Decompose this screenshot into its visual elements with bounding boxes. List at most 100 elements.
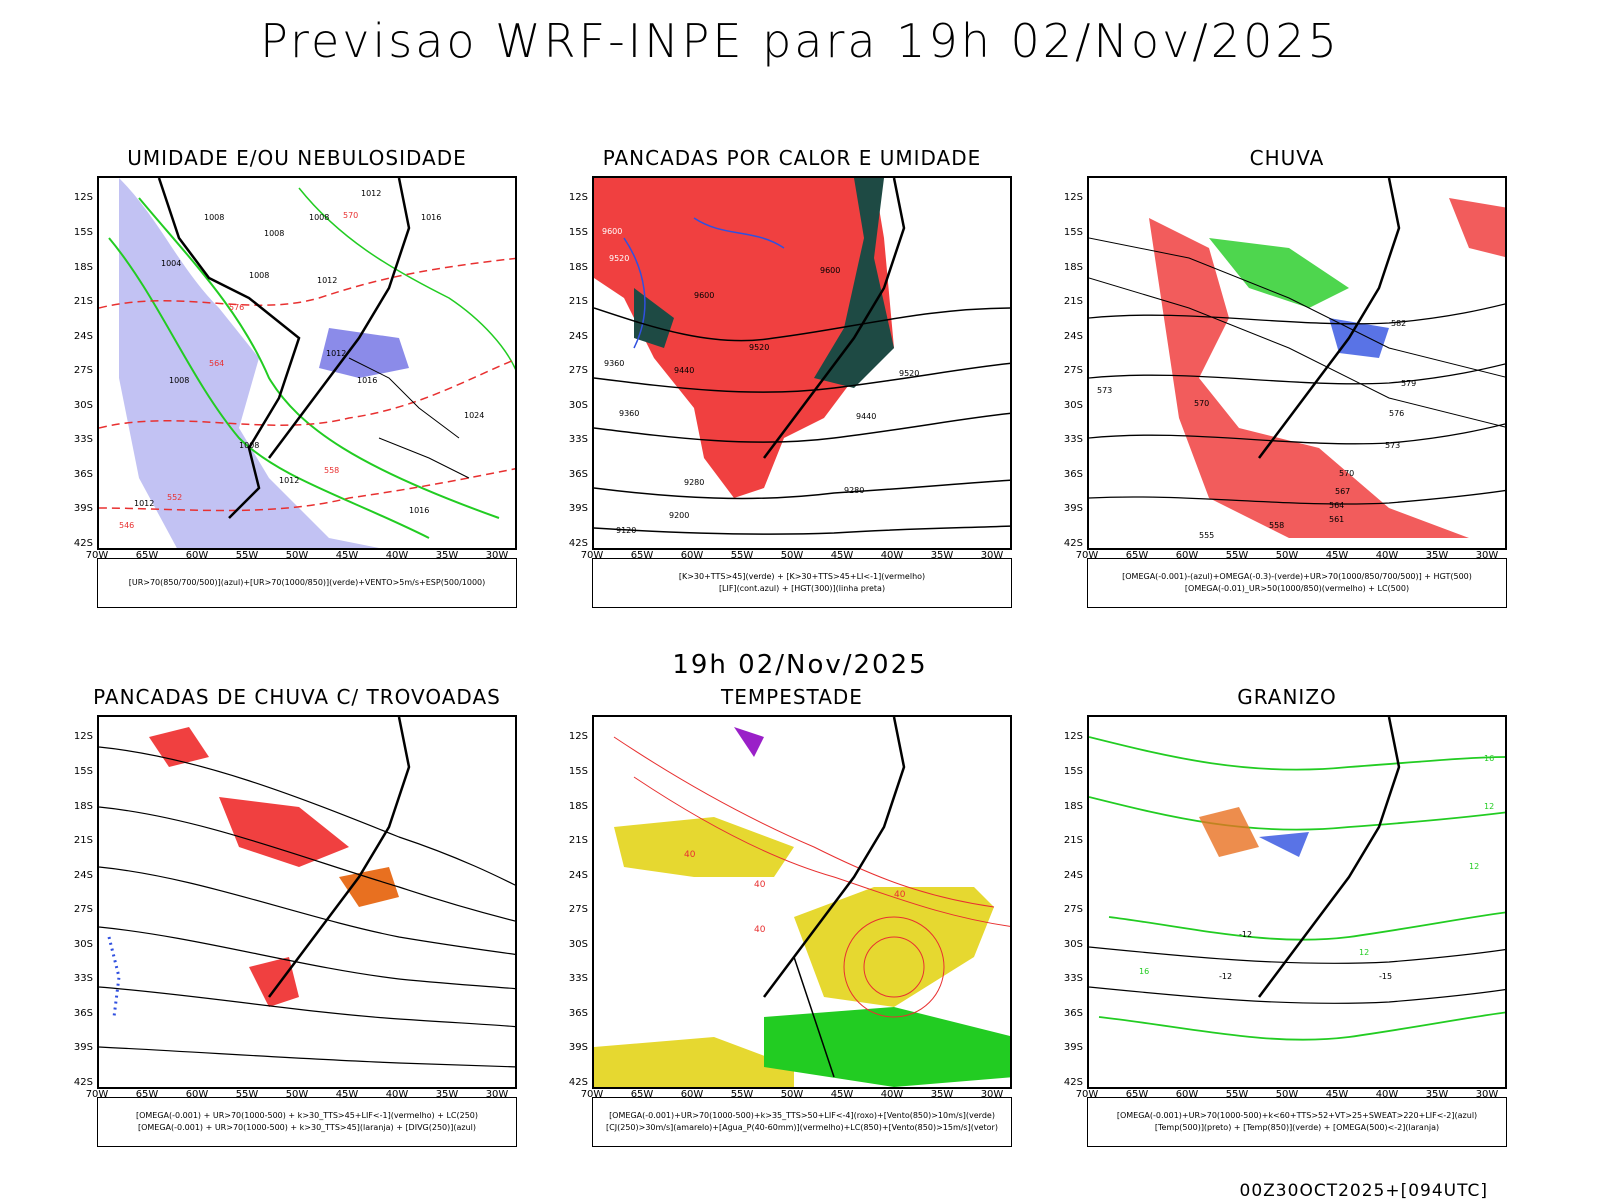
contour-label: 9120 xyxy=(616,526,636,535)
hgt-contour-5 xyxy=(594,525,1010,535)
streamline-2 xyxy=(99,806,515,922)
map-frame: 40 40 40 40 xyxy=(592,715,1012,1089)
lat-tick-label: 12S xyxy=(73,731,93,742)
lon-tick-label: 40W xyxy=(385,550,409,561)
map-tempestade-svg: 40 40 40 40 xyxy=(594,717,1010,1087)
contour-label: 9600 xyxy=(820,266,840,275)
lat-tick-label: 33S xyxy=(568,973,588,984)
contour-label: 573 xyxy=(1385,441,1400,450)
lon-tick-label: 70W xyxy=(580,1089,604,1100)
hgt-contour-1 xyxy=(1089,303,1505,325)
blue-lif-contour xyxy=(623,217,785,349)
lat-tick-label: 30S xyxy=(568,400,588,411)
legend-line: [Temp(500)](preto) + [Temp(850)](verde) … xyxy=(1154,1123,1440,1132)
map-frame: 12 12 -12 -12 -15 12 16 16 xyxy=(1087,715,1507,1089)
green-contour-3 xyxy=(298,187,515,370)
contour-label: 9360 xyxy=(619,409,639,418)
blue-divergence-dots xyxy=(107,936,121,1018)
lat-tick-label: 21S xyxy=(73,835,93,846)
legend-line: [OMEGA(-0.001)-(azul)+OMEGA(-0.3)-(verde… xyxy=(1122,572,1472,581)
lat-tick-label: 42S xyxy=(568,1077,588,1088)
panel-umidade: UMIDADE E/OU NEBULOSIDADE 1012 1008 1008… xyxy=(74,146,517,626)
contour-label: 9280 xyxy=(844,486,864,495)
contour-label: 1012 xyxy=(361,189,381,198)
legend-line: [LIF](cont.azul) + [HGT(300)](linha pret… xyxy=(718,584,886,593)
contour-label: 561 xyxy=(1329,515,1344,524)
hgt-contour-2 xyxy=(594,362,1010,393)
streamline-6 xyxy=(99,1046,515,1068)
lon-tick-label: 60W xyxy=(185,1089,209,1100)
contour-label: 546 xyxy=(119,521,134,530)
lon-tick-label: 65W xyxy=(1125,550,1149,561)
lon-tick-label: 65W xyxy=(630,1089,654,1100)
blue-hail-area xyxy=(1259,832,1309,857)
panel-title: UMIDADE E/OU NEBULOSIDADE xyxy=(127,146,467,170)
lon-tick-label: 30W xyxy=(980,1089,1004,1100)
lat-tick-label: 18S xyxy=(1063,801,1083,812)
lon-tick-label: 65W xyxy=(630,550,654,561)
lon-tick-label: 40W xyxy=(385,1089,409,1100)
panel-title: CHUVA xyxy=(1249,146,1325,170)
wind-vector-1 xyxy=(348,357,460,439)
contour-label: -15 xyxy=(1379,972,1392,981)
contour-label: 573 xyxy=(1097,386,1112,395)
black-temp500-1 xyxy=(1089,946,1505,964)
wind-vector-2 xyxy=(378,437,470,479)
lon-tick-label: 45W xyxy=(1325,1089,1349,1100)
contour-label: 570 xyxy=(1339,469,1354,478)
lat-tick-label: 42S xyxy=(568,538,588,549)
map-pancadas-calor-svg: 9600 9520 9600 9600 9520 9440 9360 9520 … xyxy=(594,178,1010,535)
lat-tick-label: 15S xyxy=(1063,227,1083,238)
lat-tick-label: 30S xyxy=(1063,400,1083,411)
lon-tick-label: 40W xyxy=(1375,1089,1399,1100)
contour-label: 12 xyxy=(1484,802,1494,811)
lon-tick-label: 70W xyxy=(1075,1089,1099,1100)
lon-tick-label: 50W xyxy=(780,1089,804,1100)
lat-tick-label: 21S xyxy=(1063,296,1083,307)
lon-tick-label: 35W xyxy=(930,1089,954,1100)
contour-label: 16 xyxy=(1139,967,1149,976)
lat-tick-label: 15S xyxy=(73,227,93,238)
orange-area xyxy=(339,867,399,907)
lon-tick-label: 30W xyxy=(1475,550,1499,561)
legend-line: [CJ(250)>30m/s](amarelo)+[Agua_P(40-60mm… xyxy=(606,1123,998,1132)
panel-title: PANCADAS DE CHUVA C/ TROVOADAS xyxy=(93,685,501,709)
legend-box: [OMEGA(-0.001)-(azul)+OMEGA(-0.3)-(verde… xyxy=(1087,558,1507,608)
lat-tick-label: 18S xyxy=(73,262,93,273)
contour-label: 9440 xyxy=(856,412,876,421)
lon-tick-label: 70W xyxy=(580,550,604,561)
map-trovoadas-svg xyxy=(99,717,515,1068)
lon-tick-label: 40W xyxy=(880,550,904,561)
map-granizo-svg: 12 12 -12 -12 -15 12 16 16 xyxy=(1089,717,1505,1041)
contour-label: 558 xyxy=(1269,521,1284,530)
contour-label: 12 xyxy=(1469,862,1479,871)
red-streamline-2 xyxy=(633,776,1010,927)
country-border xyxy=(157,178,301,519)
contour-label: 552 xyxy=(167,493,182,502)
lat-tick-label: 27S xyxy=(73,365,93,376)
lat-tick-label: 30S xyxy=(568,939,588,950)
lat-tick-label: 24S xyxy=(568,870,588,881)
lon-tick-label: 60W xyxy=(1175,1089,1199,1100)
yellow-jet-area-3 xyxy=(594,1037,794,1087)
dark-teal-area xyxy=(814,178,894,388)
panel-title: TEMPESTADE xyxy=(721,685,863,709)
lat-tick-label: 36S xyxy=(1063,469,1083,480)
lat-tick-label: 39S xyxy=(73,1042,93,1053)
humidity-dark-blue-area xyxy=(319,328,409,378)
map-frame xyxy=(97,715,517,1089)
panel-tempestade: TEMPESTADE 40 40 40 40 [OMEGA(-0.001)+UR… xyxy=(569,685,1012,1165)
green-omega-area xyxy=(1209,238,1349,308)
coastline xyxy=(1258,717,1401,998)
contour-label: 1024 xyxy=(464,411,484,420)
lon-tick-label: 30W xyxy=(1475,1089,1499,1100)
lat-tick-label: 33S xyxy=(73,434,93,445)
contour-label: 1012 xyxy=(317,276,337,285)
lon-tick-label: 55W xyxy=(235,550,259,561)
lat-tick-label: 36S xyxy=(1063,1008,1083,1019)
contour-label: 9520 xyxy=(899,369,919,378)
lat-tick-label: 12S xyxy=(1063,731,1083,742)
lat-tick-label: 36S xyxy=(568,1008,588,1019)
contour-label: 40 xyxy=(894,890,906,900)
red-contour-circle-1 xyxy=(863,936,925,998)
